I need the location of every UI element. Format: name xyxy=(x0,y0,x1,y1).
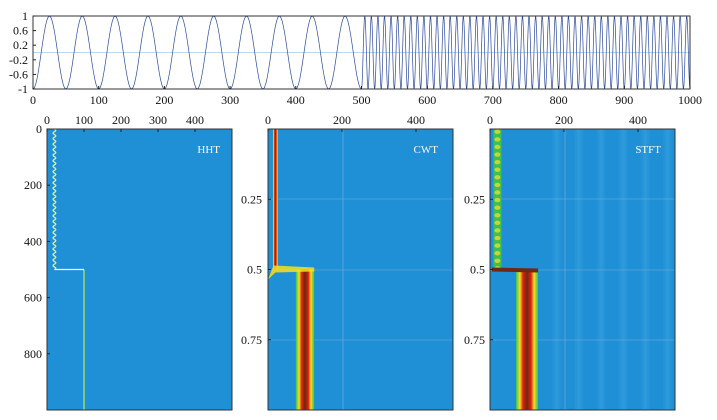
cwt-transition-band xyxy=(268,265,315,280)
stft-ridge-low-beads xyxy=(494,129,501,271)
hht-ridge-low-frequency xyxy=(52,128,57,271)
hht-y-tick-label: 800 xyxy=(24,347,42,361)
hht-frame xyxy=(46,128,233,411)
stft-sidelobe xyxy=(617,129,629,410)
cwt-x-tick-label: 400 xyxy=(407,113,425,127)
stft-sidelobe xyxy=(551,129,563,410)
stft-bead xyxy=(494,258,501,263)
hht-panel: HHT 0 100 200 300 400 0 200 400 600 800 xyxy=(24,113,233,411)
signal-x-tick-label: 200 xyxy=(155,93,173,107)
signal-y-tick-label: 1 xyxy=(22,9,28,23)
stft-panel: STFT 0 200 400 0.25 0.5 0.75 xyxy=(464,113,676,411)
cwt-ridge-high-frequency xyxy=(295,269,315,410)
stft-y-tick-label: 0.25 xyxy=(464,192,485,206)
hht-x-tick-label: 200 xyxy=(112,113,130,127)
stft-bead xyxy=(494,137,501,142)
stft-ridge-high-frequency xyxy=(515,269,539,410)
stft-x-tick-label: 0 xyxy=(487,113,493,127)
cwt-ridge-low-frequency xyxy=(272,129,278,270)
hht-x-tick-label: 300 xyxy=(149,113,167,127)
hht-label: HHT xyxy=(197,144,220,156)
stft-bead xyxy=(494,159,501,165)
stft-bead xyxy=(494,152,501,157)
stft-bead xyxy=(494,182,501,188)
cwt-y-axis: 0.25 0.5 0.75 xyxy=(241,192,271,347)
signal-x-tick-label: 400 xyxy=(287,93,305,107)
stft-transition-band xyxy=(491,267,539,273)
signal-x-axis: 0 100 200 300 400 500 600 700 800 900 1000 xyxy=(30,86,702,107)
hht-x-tick-label: 400 xyxy=(186,113,204,127)
stft-bead xyxy=(494,205,501,210)
cwt-x-tick-label: 0 xyxy=(265,113,271,127)
stft-bead xyxy=(494,213,501,218)
cwt-x-axis: 0 200 400 xyxy=(265,113,425,132)
hht-x-axis: 0 100 200 300 400 xyxy=(44,113,204,132)
stft-bead xyxy=(494,175,501,180)
cwt-label: CWT xyxy=(414,144,439,156)
stft-bead xyxy=(494,167,501,172)
stft-bead xyxy=(494,251,501,256)
cwt-y-tick-label: 0.5 xyxy=(247,263,262,277)
stft-y-tick-label: 0.75 xyxy=(464,333,485,347)
signal-y-axis: 10.60.2-0.2-0.6-1 xyxy=(9,9,36,96)
signal-x-tick-label: 700 xyxy=(484,93,502,107)
signal-x-tick-label: 600 xyxy=(418,93,436,107)
hht-x-tick-label: 100 xyxy=(75,113,93,127)
hht-y-axis: 0 200 400 600 800 xyxy=(24,122,50,361)
cwt-y-tick-label: 0.75 xyxy=(241,333,262,347)
hht-y-tick-label: 600 xyxy=(24,291,42,305)
signal-x-tick-label: 900 xyxy=(615,93,633,107)
hht-y-tick-label: 400 xyxy=(24,234,42,248)
signal-y-tick-label: -0.2 xyxy=(9,53,28,67)
stft-bead xyxy=(494,220,501,226)
stft-x-axis: 0 200 400 xyxy=(487,113,647,132)
stft-label: STFT xyxy=(635,144,661,156)
stft-sidelobe-stripes xyxy=(551,129,674,410)
stft-sidelobe xyxy=(662,129,674,410)
signal-x-tick-label: 300 xyxy=(221,93,239,107)
stft-sidelobe xyxy=(639,129,651,410)
signal-x-tick-label: 0 xyxy=(30,93,36,107)
stft-bead xyxy=(494,129,501,135)
stft-bead xyxy=(494,243,501,248)
signal-panel: 0 100 200 300 400 500 600 700 800 900 1000 10.60.2… xyxy=(9,9,702,107)
stft-bead xyxy=(494,190,501,195)
signal-x-tick-label: 100 xyxy=(90,93,108,107)
hht-x-tick-label: 0 xyxy=(44,113,50,127)
stft-bead xyxy=(494,228,501,233)
stft-x-tick-label: 200 xyxy=(555,113,573,127)
stft-sidelobe xyxy=(573,129,585,410)
stft-bead xyxy=(494,197,501,203)
signal-x-tick-label: 500 xyxy=(353,93,371,107)
cwt-x-tick-label: 200 xyxy=(333,113,351,127)
stft-y-tick-label: 0.5 xyxy=(470,263,485,277)
signal-y-tick-label: -0.6 xyxy=(9,67,28,81)
stft-sidelobe xyxy=(595,129,607,410)
cwt-panel: CWT 0 200 400 0.25 0.5 0.75 xyxy=(241,113,454,411)
hht-y-tick-label: 0 xyxy=(36,122,42,136)
stft-bead xyxy=(494,144,501,150)
stft-bead xyxy=(494,235,501,241)
signal-x-tick-label: 800 xyxy=(550,93,568,107)
cwt-y-tick-label: 0.25 xyxy=(241,192,262,206)
signal-x-tick-label: 1000 xyxy=(678,93,702,107)
signal-y-tick-label: -1 xyxy=(18,82,28,96)
stft-x-tick-label: 400 xyxy=(629,113,647,127)
signal-y-tick-label: 0.6 xyxy=(13,24,28,38)
signal-y-tick-label: 0.2 xyxy=(13,38,28,52)
stft-y-axis: 0.25 0.5 0.75 xyxy=(464,192,493,347)
hht-y-tick-label: 200 xyxy=(24,178,42,192)
